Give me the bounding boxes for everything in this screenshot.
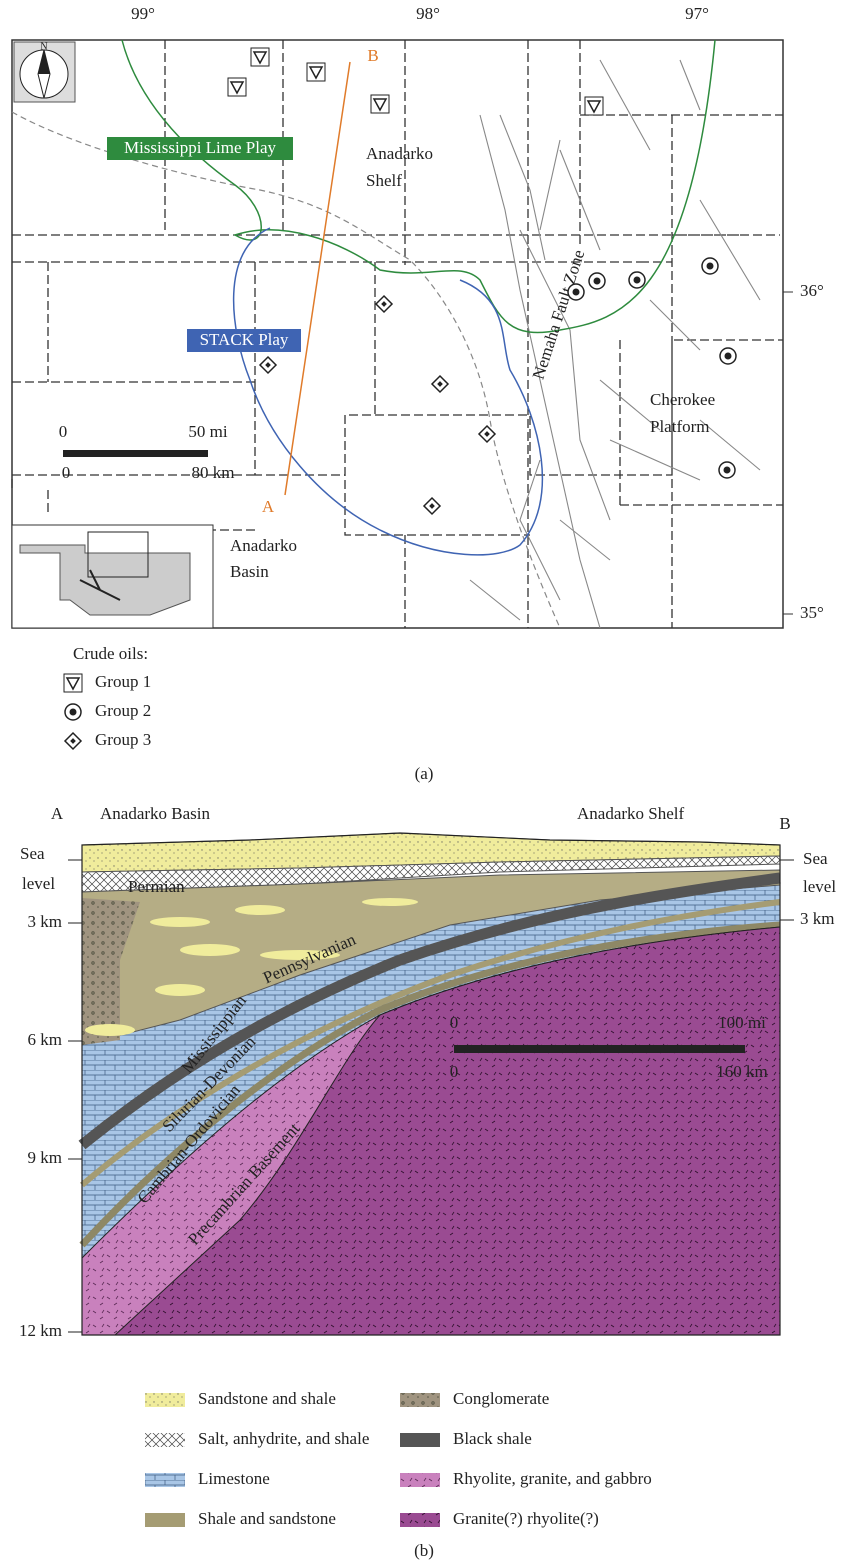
- legend-label: Black shale: [453, 1429, 532, 1448]
- circle-marker-dot: [634, 277, 641, 284]
- legend-swatch: [400, 1513, 440, 1527]
- depth-label: 6 km: [28, 1030, 62, 1049]
- legend-swatch: [145, 1513, 185, 1527]
- scale-bar: [454, 1045, 745, 1053]
- legend-swatch: [400, 1393, 440, 1407]
- legend-label: Salt, anhydrite, and shale: [198, 1429, 369, 1448]
- legend-swatch: [145, 1393, 185, 1407]
- caption: (b): [414, 1541, 434, 1560]
- scale-label: 0: [62, 463, 71, 482]
- scale-bar: [63, 450, 208, 457]
- region-label: Anadarko: [230, 536, 297, 555]
- scale-label: 0: [450, 1062, 459, 1081]
- region-label: Platform: [650, 417, 710, 436]
- region-label: Anadarko Shelf: [577, 804, 685, 823]
- circle-marker-dot: [724, 467, 731, 474]
- depth-label: level: [803, 877, 836, 896]
- scale-label: 0: [59, 422, 68, 441]
- legend: Group 1 Group 2 Group 3: [64, 672, 151, 749]
- depth-label: 3 km: [28, 912, 62, 931]
- longitude-label: 97°: [685, 4, 709, 23]
- legend-label: Shale and sandstone: [198, 1509, 336, 1528]
- section-end: B: [367, 46, 378, 65]
- legend-label: Rhyolite, granite, and gabbro: [453, 1469, 652, 1488]
- depth-label: 3 km: [800, 909, 834, 928]
- latitude-label: 36°: [800, 281, 824, 300]
- legend-label: Limestone: [198, 1469, 270, 1488]
- legend-label: Sandstone and shale: [198, 1389, 336, 1408]
- legend-swatch: [145, 1473, 185, 1487]
- legend-swatch: [400, 1433, 440, 1447]
- scale-label: 0: [450, 1013, 459, 1032]
- unit-label: Permian: [128, 877, 185, 896]
- circle-marker-dot: [573, 289, 580, 296]
- legend-label: Group 3: [95, 730, 151, 749]
- depth-label: Sea: [803, 849, 828, 868]
- region-label: Shelf: [366, 171, 402, 190]
- legend-label: Group 2: [95, 701, 151, 720]
- region-label: Basin: [230, 562, 269, 581]
- legend: Sandstone and shale Salt, anhydrite, and …: [145, 1389, 652, 1528]
- map: N 99° 98° 97° 36° 35° Mississippi Lime P…: [12, 4, 824, 628]
- circle-marker-dot: [707, 263, 714, 270]
- depth-label: 12 km: [19, 1321, 62, 1340]
- play-label: STACK Play: [200, 330, 289, 349]
- scale-label: 160 km: [716, 1062, 767, 1081]
- depth-label: Sea: [20, 844, 45, 863]
- svg-text:N: N: [40, 41, 47, 52]
- section-end: A: [262, 497, 275, 516]
- scale-label: 50 mi: [188, 422, 227, 441]
- circle-marker-dot: [70, 709, 77, 716]
- compass: N: [14, 41, 75, 102]
- inset-map: [12, 525, 213, 628]
- region-label: Anadarko: [366, 144, 433, 163]
- section-end: B: [779, 814, 790, 833]
- legend-label: Conglomerate: [453, 1389, 549, 1408]
- depth-label: 9 km: [28, 1148, 62, 1167]
- legend-swatch: [400, 1473, 440, 1487]
- section-end: A: [51, 804, 64, 823]
- legend-swatch: [145, 1433, 185, 1447]
- circle-marker-dot: [594, 278, 601, 285]
- legend-label: Granite(?) rhyolite(?): [453, 1509, 599, 1528]
- play-label: Mississippi Lime Play: [124, 138, 277, 157]
- circle-marker-dot: [725, 353, 732, 360]
- region-label: Anadarko Basin: [100, 804, 211, 823]
- scale-label: 80 km: [192, 463, 235, 482]
- legend-label: Group 1: [95, 672, 151, 691]
- figure: N 99° 98° 97° 36° 35° Mississippi Lime P…: [0, 0, 849, 1565]
- region-label: Cherokee: [650, 390, 715, 409]
- scale-label: 100 mi: [718, 1013, 766, 1032]
- longitude-label: 98°: [416, 4, 440, 23]
- depth-label: level: [22, 874, 55, 893]
- legend-title: Crude oils:: [73, 644, 148, 663]
- latitude-label: 35°: [800, 603, 824, 622]
- longitude-label: 99°: [131, 4, 155, 23]
- cross-section: [82, 833, 780, 1335]
- caption: (a): [415, 764, 434, 783]
